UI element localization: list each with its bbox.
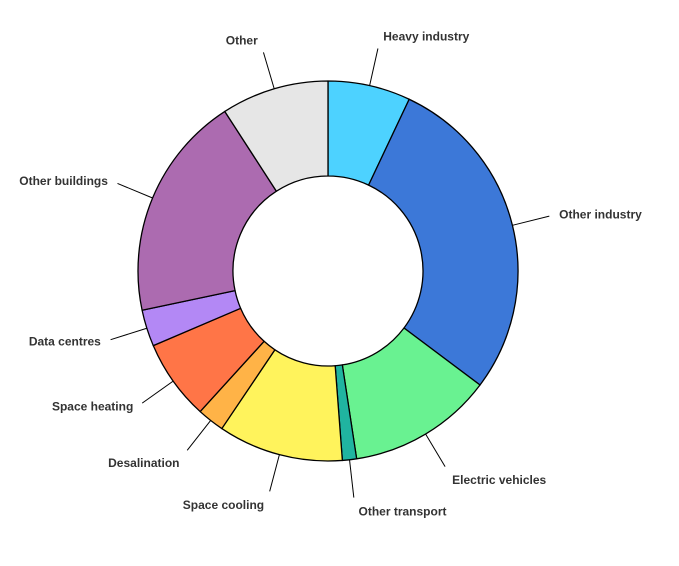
label-electric-vehicles: Electric vehicles xyxy=(452,473,546,487)
leader-line-desalination xyxy=(186,420,212,451)
leader-line-other-industry xyxy=(512,215,550,226)
leader-line-data-centres xyxy=(110,327,147,341)
leader-line-group xyxy=(110,48,550,498)
label-other-transport: Other transport xyxy=(359,504,447,518)
leader-line-other-transport xyxy=(349,459,355,498)
leader-line-space-cooling xyxy=(269,454,280,492)
label-desalination: Desalination xyxy=(108,456,179,470)
slice-other-industry[interactable] xyxy=(367,98,519,386)
leader-line-heavy-industry xyxy=(369,48,379,86)
slice-other[interactable] xyxy=(224,80,329,192)
label-data-centres: Data centres xyxy=(29,334,101,348)
label-group: Heavy industry Other industry Electric veh… xyxy=(19,30,642,519)
label-other: Other xyxy=(226,34,258,48)
slice-other-buildings[interactable] xyxy=(137,110,278,311)
leader-line-other xyxy=(262,52,275,89)
label-other-industry: Other industry xyxy=(559,208,642,222)
leader-line-other-buildings xyxy=(117,182,153,199)
label-space-heating: Space heating xyxy=(52,400,133,414)
leader-line-electric-vehicles xyxy=(425,433,446,467)
leader-line-space-heating xyxy=(141,380,174,404)
label-heavy-industry: Heavy industry xyxy=(383,30,469,44)
label-other-buildings: Other buildings xyxy=(19,174,108,188)
slice-group xyxy=(137,80,519,462)
label-space-cooling: Space cooling xyxy=(183,498,264,512)
